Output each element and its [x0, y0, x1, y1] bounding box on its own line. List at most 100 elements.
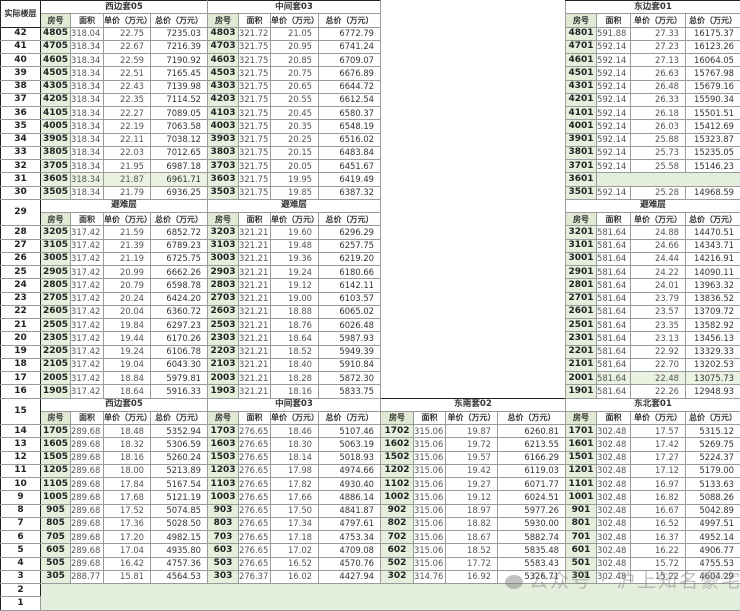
room-number: 4201 [566, 93, 597, 106]
total-price: 15501.51 [686, 107, 740, 120]
unit-price: 24.01 [631, 279, 686, 292]
area: 321.21 [239, 372, 271, 385]
unit-price: 17.57 [631, 425, 686, 438]
area: 592.14 [597, 120, 631, 133]
unit-price-header: 单价（万元） [104, 213, 151, 226]
area: 317.42 [71, 319, 104, 332]
area-header: 面积 [414, 411, 446, 424]
unit-price: 21.95 [104, 160, 151, 173]
total-price: 7165.45 [151, 67, 208, 80]
area: 321.75 [239, 40, 271, 53]
unit-price-header: 单价（万元） [271, 14, 319, 27]
room-number: 502 [381, 557, 414, 570]
area: 592.14 [597, 67, 631, 80]
area: 321.75 [239, 67, 271, 80]
area: 315.06 [414, 451, 446, 464]
room-number: 2301 [566, 332, 597, 345]
unit-price: 18.84 [104, 372, 151, 385]
area: 317.42 [71, 345, 104, 358]
unit-price: 22.19 [104, 120, 151, 133]
room-number: 2703 [208, 292, 239, 305]
empty-area [381, 27, 566, 40]
room-number: 4705 [41, 40, 71, 53]
floor-number: 30 [1, 186, 41, 199]
floor-number: 36 [1, 107, 41, 120]
total-price: 6296.29 [319, 226, 381, 239]
floor-number: 19 [1, 345, 41, 358]
room-number-header: 房号 [381, 411, 414, 424]
unit-price: 18.76 [271, 319, 319, 332]
area: 289.68 [71, 517, 104, 530]
floor-number: 32 [1, 160, 41, 173]
room-number: 2603 [208, 305, 239, 318]
area: 289.68 [71, 531, 104, 544]
room-number: 703 [208, 531, 239, 544]
room-number: 1903 [208, 385, 239, 398]
room-number: 302 [381, 570, 414, 583]
area: 302.48 [597, 544, 631, 557]
unit-price: 22.67 [104, 40, 151, 53]
total-price: 5930.00 [498, 517, 566, 530]
wechat-logo-icon [505, 575, 523, 589]
room-number-header: 房号 [208, 411, 239, 424]
total-price: 4797.61 [319, 517, 381, 530]
area: 317.42 [71, 239, 104, 252]
group-title: 避难层 [41, 199, 208, 212]
total-price: 6483.84 [319, 146, 381, 159]
total-price: 13075.73 [686, 372, 740, 385]
total-price: 15146.23 [686, 160, 740, 173]
area: 276.65 [239, 544, 271, 557]
area: 315.06 [414, 544, 446, 557]
room-number: 3501 [566, 186, 597, 199]
area: 321.75 [239, 54, 271, 67]
room-number: 2501 [566, 319, 597, 332]
area: 321.21 [239, 358, 271, 371]
floor-column-header: 实际楼层 [1, 1, 41, 28]
total-price: 13836.52 [686, 292, 740, 305]
total-price: 7216.39 [151, 40, 208, 53]
room-number: 4501 [566, 67, 597, 80]
empty-area [381, 226, 566, 239]
room-number: 4205 [41, 93, 71, 106]
unit-price: 17.02 [271, 544, 319, 557]
room-number: 2203 [208, 345, 239, 358]
unit-price: 20.45 [271, 107, 319, 120]
total-price: 6961.71 [151, 173, 208, 186]
room-number: 3905 [41, 133, 71, 146]
total-price: 14216.91 [686, 252, 740, 265]
total-price-header: 总价（万元） [686, 213, 740, 226]
area: 276.65 [239, 491, 271, 504]
total-price: 6516.02 [319, 133, 381, 146]
total-price: 5260.24 [151, 451, 208, 464]
area: 321.21 [239, 319, 271, 332]
unit-price: 19.95 [271, 173, 319, 186]
total-price: 5121.19 [151, 491, 208, 504]
area: 321.21 [239, 266, 271, 279]
unit-price: 25.88 [631, 133, 686, 146]
unit-price-header: 单价（万元） [631, 411, 686, 424]
unit-price: 17.68 [104, 491, 151, 504]
area: 302.48 [597, 491, 631, 504]
room-number-header: 房号 [41, 213, 71, 226]
room-number: 601 [566, 544, 597, 557]
room-number: 3903 [208, 133, 239, 146]
room-number: 4101 [566, 107, 597, 120]
unit-price: 19.24 [271, 266, 319, 279]
area: 321.21 [239, 385, 271, 398]
empty-area [381, 14, 566, 27]
total-price: 4974.66 [319, 464, 381, 477]
empty-area [381, 252, 566, 265]
group-title: 东南套02 [381, 398, 566, 411]
unit-price: 17.66 [271, 491, 319, 504]
room-number: 3801 [566, 146, 597, 159]
total-price: 12948.93 [686, 385, 740, 398]
total-price: 15323.87 [686, 133, 740, 146]
total-price: 14343.71 [686, 239, 740, 252]
floor-number: 22 [1, 305, 41, 318]
